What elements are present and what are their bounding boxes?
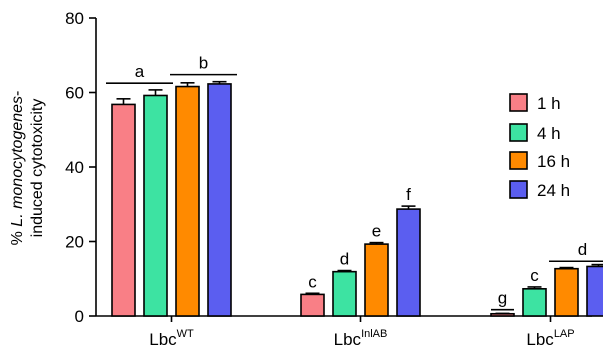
bar xyxy=(364,243,389,317)
bar xyxy=(554,267,579,317)
x-category-label: LbcWT xyxy=(149,328,194,349)
significance-letter: a xyxy=(135,62,145,81)
significance-letter: d xyxy=(340,250,349,269)
legend-label: 24 h xyxy=(537,181,570,200)
significance-letter: c xyxy=(308,272,317,291)
y-tick-label: 20 xyxy=(65,233,84,252)
bar xyxy=(300,293,325,317)
bar xyxy=(207,83,232,317)
y-tick-label: 0 xyxy=(75,307,84,326)
x-category-superscript: InlAB xyxy=(361,328,387,340)
bar xyxy=(175,85,200,317)
legend-swatch xyxy=(509,151,528,170)
y-axis-label-line1: % L. monocytogenes- xyxy=(9,91,26,246)
significance-letter: f xyxy=(406,185,411,204)
legend-swatch xyxy=(509,123,528,142)
y-axis-label-prefix: % xyxy=(9,227,26,246)
y-axis-label: % L. monocytogenes-induced cytotoxicity xyxy=(9,91,46,246)
x-category-base: Lbc xyxy=(334,330,362,349)
significance-letter: b xyxy=(199,54,208,73)
legend-swatch xyxy=(509,180,528,199)
x-category-superscript: LAP xyxy=(554,328,575,340)
bar xyxy=(111,103,136,317)
error-bars xyxy=(116,80,603,315)
x-axis: LbcWT LbcInlAB LbcLAP xyxy=(96,315,592,349)
x-category-superscript: WT xyxy=(177,328,194,340)
x-category-label: LbcLAP xyxy=(526,328,574,349)
y-axis-label-suffix: - xyxy=(9,91,26,96)
significance-annotations: a b c d e f g c d xyxy=(106,54,603,311)
significance-letter: d xyxy=(578,240,587,259)
significance-letter: c xyxy=(530,266,539,285)
y-axis: 0 20 40 60 80 xyxy=(65,9,97,326)
y-tick-label: 80 xyxy=(65,9,84,28)
legend-label: 16 h xyxy=(537,152,570,171)
x-category-base: Lbc xyxy=(526,330,554,349)
bar xyxy=(143,94,168,317)
y-axis-label-italic: L. monocytogenes xyxy=(9,96,26,227)
bar xyxy=(396,208,421,317)
y-tick-label: 60 xyxy=(65,84,84,103)
legend-label: 4 h xyxy=(537,124,561,143)
bar xyxy=(586,265,603,317)
bar xyxy=(522,288,547,317)
y-axis-label-line2: induced cytotoxicity xyxy=(29,99,46,238)
legend-label: 1 h xyxy=(537,94,561,113)
x-category-base: Lbc xyxy=(149,330,177,349)
significance-letter: g xyxy=(498,289,507,308)
x-category-label: LbcInlAB xyxy=(334,328,388,349)
bar xyxy=(332,270,357,317)
significance-letter: e xyxy=(372,222,381,241)
y-tick-label: 40 xyxy=(65,158,84,177)
legend-swatch xyxy=(509,93,528,112)
legend: 1 h 4 h 16 h 24 h xyxy=(509,93,570,200)
